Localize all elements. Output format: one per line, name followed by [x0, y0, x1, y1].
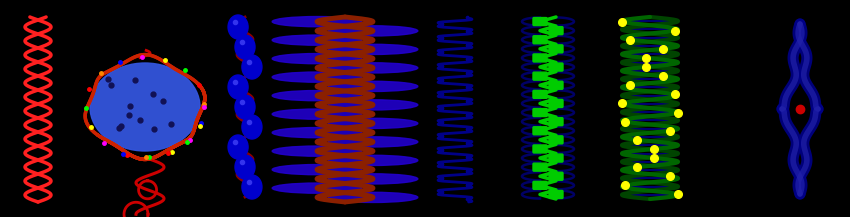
Ellipse shape: [328, 26, 418, 36]
Ellipse shape: [272, 16, 362, 27]
Ellipse shape: [328, 81, 418, 91]
Ellipse shape: [272, 72, 362, 82]
FancyBboxPatch shape: [533, 145, 547, 153]
FancyBboxPatch shape: [533, 108, 547, 117]
Ellipse shape: [228, 75, 248, 99]
FancyBboxPatch shape: [533, 54, 547, 62]
Ellipse shape: [272, 90, 362, 101]
Ellipse shape: [328, 44, 418, 54]
Ellipse shape: [242, 55, 262, 79]
Ellipse shape: [272, 164, 362, 175]
Ellipse shape: [328, 192, 418, 202]
FancyBboxPatch shape: [533, 36, 547, 44]
Ellipse shape: [235, 155, 255, 179]
Ellipse shape: [272, 183, 362, 193]
FancyBboxPatch shape: [549, 118, 563, 126]
Ellipse shape: [228, 15, 248, 39]
FancyBboxPatch shape: [533, 181, 547, 189]
Ellipse shape: [272, 128, 362, 138]
FancyBboxPatch shape: [549, 154, 563, 162]
Ellipse shape: [235, 35, 255, 59]
FancyBboxPatch shape: [533, 18, 547, 26]
FancyBboxPatch shape: [549, 81, 563, 89]
Ellipse shape: [242, 175, 262, 199]
Ellipse shape: [328, 63, 418, 73]
Ellipse shape: [272, 109, 362, 119]
Ellipse shape: [235, 95, 255, 119]
Ellipse shape: [328, 118, 418, 128]
Ellipse shape: [328, 137, 418, 147]
Ellipse shape: [242, 115, 262, 139]
FancyBboxPatch shape: [549, 45, 563, 53]
FancyBboxPatch shape: [533, 90, 547, 98]
Ellipse shape: [328, 174, 418, 184]
Ellipse shape: [272, 54, 362, 64]
FancyBboxPatch shape: [549, 99, 563, 107]
FancyBboxPatch shape: [533, 127, 547, 135]
FancyBboxPatch shape: [549, 191, 563, 199]
Ellipse shape: [272, 35, 362, 45]
Ellipse shape: [228, 135, 248, 159]
Ellipse shape: [328, 155, 418, 165]
FancyBboxPatch shape: [549, 63, 563, 71]
FancyBboxPatch shape: [549, 27, 563, 35]
Ellipse shape: [328, 100, 418, 110]
FancyBboxPatch shape: [533, 163, 547, 171]
Ellipse shape: [272, 146, 362, 156]
FancyBboxPatch shape: [533, 72, 547, 80]
FancyBboxPatch shape: [549, 172, 563, 180]
Ellipse shape: [90, 63, 200, 151]
FancyBboxPatch shape: [549, 136, 563, 144]
